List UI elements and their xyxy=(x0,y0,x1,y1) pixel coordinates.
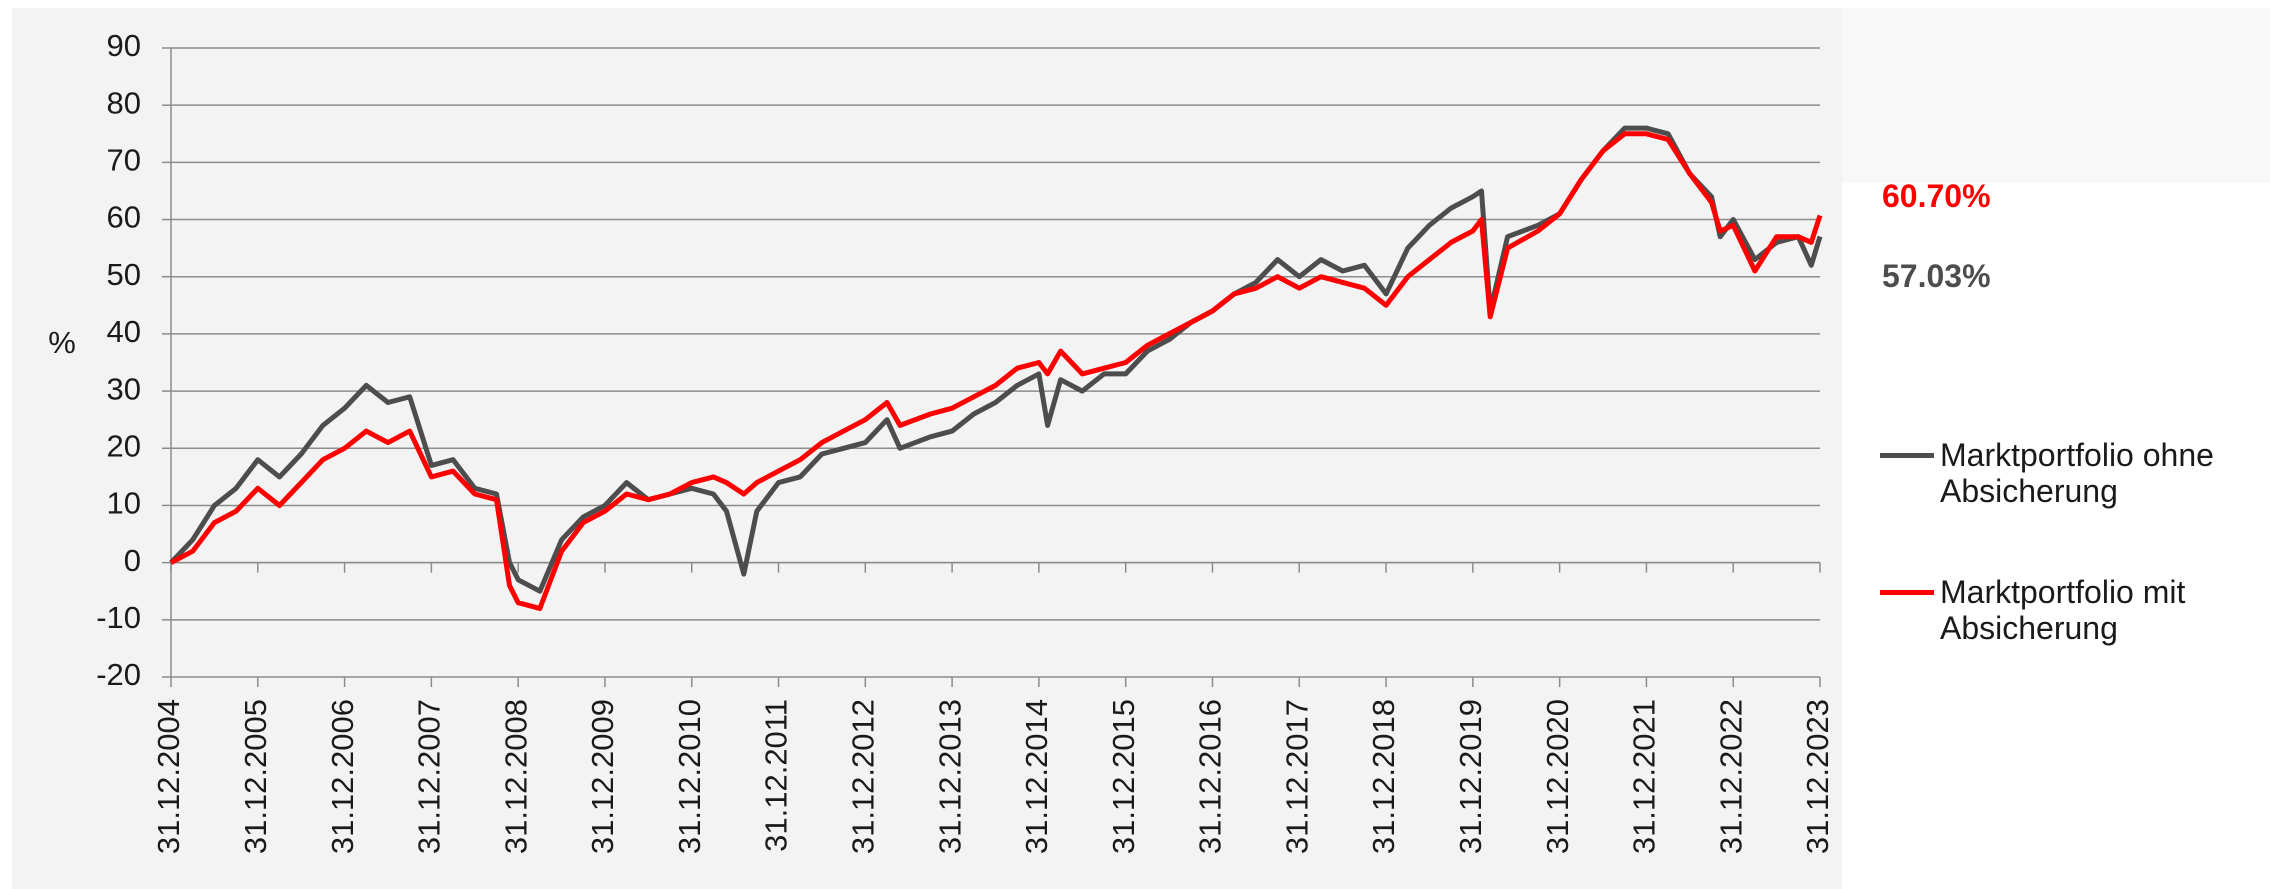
y-tick-label: 60 xyxy=(107,200,141,235)
x-tick-label: 31.12.2016 xyxy=(1193,699,1228,854)
x-tick-label: 31.12.2020 xyxy=(1540,699,1575,854)
y-tick-label: 90 xyxy=(107,28,141,63)
legend-entry: Marktportfolio ohne Absicherung xyxy=(1880,437,2270,509)
x-tick-label: 31.12.2017 xyxy=(1279,699,1314,854)
legend-label: Marktportfolio ohne Absicherung xyxy=(1940,437,2214,509)
corner-background xyxy=(1842,8,2270,183)
end-value-label: 60.70% xyxy=(1882,178,1991,214)
y-tick-label: 20 xyxy=(107,428,141,463)
y-tick-label: 40 xyxy=(107,314,141,349)
series-line xyxy=(169,131,1823,611)
x-tick-label: 31.12.2023 xyxy=(1800,699,1835,854)
x-tick-label: 31.12.2014 xyxy=(1019,699,1054,854)
legend-swatch xyxy=(1880,590,1934,595)
x-tick-label: 31.12.2004 xyxy=(151,699,186,854)
legend-swatch xyxy=(1880,453,1934,458)
y-tick-label: -20 xyxy=(96,657,141,692)
x-tick-label: 31.12.2007 xyxy=(412,699,447,854)
y-tick-label: 30 xyxy=(107,371,141,406)
legend-label: Marktportfolio mit Absicherung xyxy=(1940,574,2186,646)
x-tick-label: 31.12.2011 xyxy=(759,699,794,852)
x-tick-label: 31.12.2021 xyxy=(1627,699,1662,854)
end-value-label: 57.03% xyxy=(1882,258,1991,294)
x-tick-label: 31.12.2013 xyxy=(932,699,967,854)
legend-entry: Marktportfolio mit Absicherung xyxy=(1880,574,2270,646)
x-tick-label: 31.12.2012 xyxy=(846,699,881,854)
x-tick-label: 31.12.2015 xyxy=(1106,699,1141,854)
x-tick-label: 31.12.2019 xyxy=(1453,699,1488,854)
y-axis-label: % xyxy=(48,325,76,360)
y-tick-label: 80 xyxy=(107,85,141,120)
y-tick-label: 50 xyxy=(107,257,141,292)
y-tick-label: -10 xyxy=(96,600,141,635)
x-tick-label: 31.12.2008 xyxy=(498,699,533,854)
x-tick-label: 31.12.2018 xyxy=(1366,699,1401,854)
x-tick-label: 31.12.2009 xyxy=(585,699,620,854)
x-tick-label: 31.12.2010 xyxy=(672,699,707,854)
y-tick-label: 10 xyxy=(107,486,141,521)
x-tick-label: 31.12.2022 xyxy=(1713,699,1748,854)
x-tick-label: 31.12.2006 xyxy=(325,699,360,854)
y-tick-label: 70 xyxy=(107,143,141,178)
x-tick-label: 31.12.2005 xyxy=(238,699,273,854)
y-tick-label: 0 xyxy=(124,543,141,578)
